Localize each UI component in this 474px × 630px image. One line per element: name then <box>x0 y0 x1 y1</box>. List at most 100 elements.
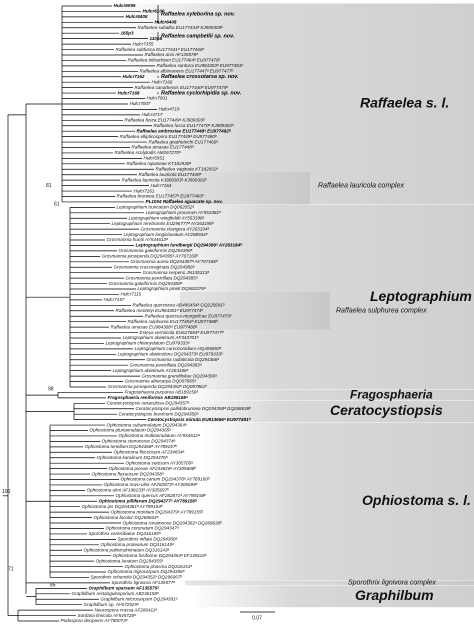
clade-box <box>190 585 474 608</box>
tip-label: PL1004 Raffaelea aguacate sp. nov. <box>146 199 223 204</box>
tip-label: Ophiostoma karalicum DQ294376ᵃ <box>97 455 168 460</box>
tip-label: Leptographium wingfieldii AY553398ᵃ <box>129 215 205 220</box>
tip-label: Raffaelea arxii AF135578ᵃ <box>145 52 199 57</box>
tip-label: Raffaelea subalba EU177443ᵃ KJ909305ᵇ <box>138 25 224 30</box>
tip-label: 165p3 <box>121 30 134 35</box>
tip-label: Ophiostoma nigrocarpum DQ294356ᵃ <box>108 569 185 574</box>
tip-label: Ophiostoma pluriannulatum DQ294365ᵃ <box>90 428 172 433</box>
tip-label: Ophiostoma tenellum DQ294368ᵃ AY789157ᵇ <box>85 444 178 449</box>
tip-label: Ophiostoma phasma DQ316151ᵃ <box>125 564 193 569</box>
tip-label: Hulcr6100 <box>143 9 165 14</box>
tip-label: Grosmannia galeiformis DQ294390ᵃ <box>119 248 193 253</box>
complex-box <box>180 291 330 330</box>
tip-label: Ophiostoma montium DQ294379ᵃ AY789155ᵇ <box>111 509 204 514</box>
branches <box>3 5 275 622</box>
tip-label: Grosmannia clavigera AY263194ᵃ <box>141 226 210 231</box>
tip-label: Raffaelea subfusca EU177441ᵃ EU177460ᵇ <box>116 47 205 52</box>
tip-label: Grosmannia aurea DQ294387ᵃ AY707186ᵇ <box>131 259 218 264</box>
tip-label: Ophiostoma flexuosum DQ294358ᵃ <box>92 471 164 476</box>
tip-label: Fragosphaeria purpurea AB189156ᵃ <box>125 390 199 395</box>
tip-label: Leptographium terebrantis EU296777ᵃ AY26… <box>112 221 214 226</box>
tip-label: Graphilbum sp. AY672929ᵃ <box>84 602 139 607</box>
support-value: 100 <box>2 489 11 495</box>
tip-label: Ophiostoma multiannulatum AY934512ᵃ <box>119 433 200 438</box>
tip-label: Leptographium pineti DQ062076ᵃ <box>138 286 206 291</box>
tip-label: Grosmannia grandifoliae DQ294396ᵃ <box>142 373 218 378</box>
tip-label: Podospora decipiens AY780073ᵃ <box>61 618 128 623</box>
complex-label: Raffaelea sulphurea complex <box>336 308 427 315</box>
complex-box <box>165 172 310 205</box>
tip-label: Leptographium chlamydatum EU979333ᵃ <box>106 341 190 346</box>
tip-label: Raffaelea amasae EU177448ᵃ <box>132 145 194 150</box>
clade-box <box>180 389 474 401</box>
tip-label: Hulcr7115 <box>121 292 142 297</box>
clade-box <box>200 422 474 580</box>
complex-box <box>185 580 474 586</box>
tip-label: Grosmannia crassivaginata DQ294386ᵃ <box>114 264 195 269</box>
tip-label: Hulcr7164 <box>151 183 172 188</box>
tip-label: Ophiostoma ips DQ294381ᵃ AY789154ᵇ <box>82 504 163 509</box>
tip-label: Hulcr7157 <box>104 297 125 302</box>
tip-label: Hulcr4717 <box>142 112 163 117</box>
tip-label: Ophiostoma fusiforme DQ294354ᵃ EF139114ᵇ <box>113 553 207 558</box>
tip-label: Grosmannia galeiformis DQ294380ᵃ <box>109 281 183 286</box>
tip-label: Ophiostoma proteanum DQ316145ᵃ <box>101 542 175 547</box>
support-value: 98 <box>48 387 54 393</box>
tip-label: Grosmannia abiocarpa DQ097865ᵃ <box>125 379 197 384</box>
tip-label: 110p5 <box>150 36 163 41</box>
tip-label: Sporothrix variecibatus DQ316165ᵃ <box>89 531 161 536</box>
tip-label: Hulcr7355 <box>133 41 154 46</box>
tip-label: Grosmannia penicillata DQ294383ᵃ <box>130 362 202 367</box>
tip-label: Leptographium curvoconidium HQ406850ᵃ <box>135 346 222 351</box>
tip-label: Hulcr7001 <box>147 96 168 101</box>
tip-label: Raffaelea lauricola KJ909303ᵃ KJ909302ᵇ <box>122 177 208 182</box>
tip-label: Grosmannia serpens JN135313ᵃ <box>143 270 210 275</box>
tip-label: Fragosphaeria reniformis AB189155ᵃ <box>108 395 188 400</box>
clade-label: Graphilbum <box>355 587 434 603</box>
tip-label: Raffaelea quercivora AB496454ᵃ GQ225691ᵇ <box>133 303 225 308</box>
tip-label: Ceratocystiopsis ranaculosa DQ294357ᵃ <box>107 401 190 406</box>
tip-label: Hulcr7166 <box>152 79 173 84</box>
tip-label: Raffaelea vaginata KT182932ᵃ <box>156 166 219 171</box>
tip-label: Raffaelea quercus-mongolicae EU977479ᵇ <box>145 313 232 318</box>
tip-label: Raffaelea scolytodis AM267270ᵃ <box>115 150 181 155</box>
tip-label: Sporothrix inflata DQ294380ᵃ <box>118 537 178 542</box>
tip-label: Hulcr4719 <box>159 107 180 112</box>
tip-label: Graphilbum sparsum AF135575ᵃ <box>89 586 160 591</box>
tip-label: Leptographium abietinum AY263186ᵃ <box>113 368 189 373</box>
tip-label: Ophiostoma floccosum AF234834ᵃ <box>114 450 185 455</box>
tip-label: Raffaelea rapaneae KT182930ᵃ <box>127 161 192 166</box>
clade-shading <box>118 3 474 608</box>
tip-label: Sporothrix lignivora AF135577ᵃ <box>112 580 176 585</box>
tip-label: Grosmannia piceiperda DQ294395ᵃ AY707160… <box>102 254 199 259</box>
bracket-label: Raffaelea campbellii sp. nov. <box>161 33 235 39</box>
tip-label: Ophiostoma setosum AY305700ᵃ <box>126 460 194 465</box>
tip-label: Neurospora crassa AF286411ᵃ <box>95 607 158 612</box>
tip-label: Ceratocystiopsis minuta EU913656ᵃ EU9774… <box>148 417 251 422</box>
clade-box <box>118 3 474 205</box>
tip-label: Leptographium truncatum DQ062052ᵃ <box>117 205 195 210</box>
support-value: 71 <box>8 566 14 572</box>
tip-label: Ophiostoma stenoceras DQ294374ᵃ <box>102 439 176 444</box>
tip-label: Ophiostoma piceae AF234826ᵃ AY305698ᵇ <box>109 466 197 471</box>
tip-label: Hulcr7161 <box>134 188 155 193</box>
tip-label: Ophiostoma novo-ulmi AF282873ᵃ AY305699ᵇ <box>104 482 198 487</box>
tip-label: Raffaelea ambrosiae EU177448ᵃ EU977482ᵇ <box>137 128 231 133</box>
tip-label: Sordaria fimicola AY545728ᵃ <box>78 613 136 618</box>
bracket-label: Raffaelea xyleborina sp. nov. <box>161 12 235 18</box>
tip-label: Ophiostoma canum DQ294378ᵃ AY789160ᵇ <box>121 477 210 482</box>
tip-label: Hulcr6099 <box>114 3 136 8</box>
tip-label: Grosmannia penicillata DQ294385ᵃ <box>126 275 198 280</box>
tip-label: Ophiostoma coronatum DQ294347ᵃ <box>106 526 179 531</box>
clade-box <box>170 400 474 423</box>
scale-label: 0.07 <box>252 615 262 621</box>
tip-label: Raffaelea fusca EU177470ᵃ KJ909302ᵇ <box>154 123 235 128</box>
tip-label: Ophiostoma palmiculminatum DQ316143ᵃ <box>84 547 170 552</box>
bracket-label: Raffaelea cyclorhipidia sp. nov. <box>161 91 242 97</box>
tip-label: Grosmannia piceaperda DQ294392ᵃ DQ097861… <box>108 384 208 389</box>
tip-label: Raffaelea canadensis EU177440ᵃ EU977475ᵇ <box>135 85 229 90</box>
tip-label: Raffaelea lauricola EU177440ᵃ <box>139 172 202 177</box>
tip-label: Leptographium abietinum AF343701ᵃ <box>123 335 199 340</box>
tip-label: Graphilbum microcarpum DQ294391ᵃ <box>101 596 178 601</box>
tip-label: Ophiostoma subannulatum DQ294364ᵃ <box>107 422 187 427</box>
